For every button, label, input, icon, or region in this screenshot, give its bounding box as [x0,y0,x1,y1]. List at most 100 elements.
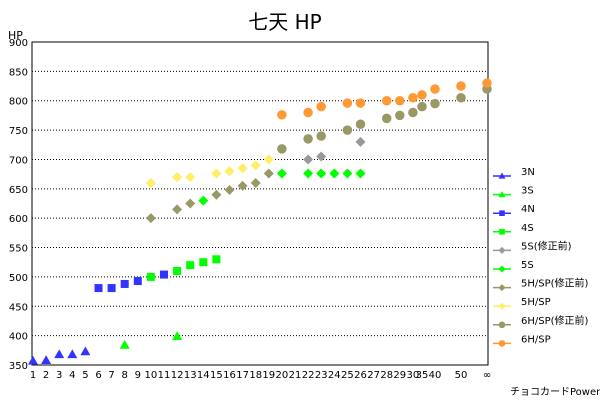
data-point [395,95,405,106]
data-point [119,340,130,349]
data-point [67,349,78,359]
data-point [303,134,313,144]
data-point [342,125,353,135]
data-point [172,331,183,340]
data-point [329,168,340,179]
y-tick-label: 550 [9,244,28,255]
x-tick-label: 1 [30,370,36,381]
x-axis-ticks: 1 2 3 4 5 6 7 8 9 10 11 12 13 14 15 16 17 18 19 20 21 22 23 24 2… [30,370,491,381]
data-point [80,346,91,356]
legend-marker [499,210,505,216]
y-tick-label: 500 [9,273,28,284]
data-point [199,258,208,267]
x-tick-label: 10 [145,370,158,381]
x-tick-label: 30 [407,370,420,381]
x-tick-label: 9 [135,370,141,381]
data-point [211,168,222,179]
legend: 3N 3S 4N 4S 5S(修正前) 5S 5H/SP(修正前) 5H/SP 6H/SP(修正… [493,167,589,347]
data-point [107,284,116,293]
data-point [316,151,327,162]
data-point [120,279,129,288]
data-point [456,81,466,91]
data-point [342,98,353,108]
data-point [355,98,366,108]
legend-entry: 3S [521,186,534,197]
x-tick-label: 17 [236,370,249,381]
x-tick-label: 13 [184,370,197,381]
data-point [303,168,314,179]
x-tick-label: 50 [455,370,468,381]
data-point [303,107,313,118]
y-tick-label: 450 [9,302,28,313]
legend-entry: 4S [521,223,534,234]
x-tick-label: 15 [210,370,223,381]
data-point [316,101,326,112]
data-point [417,101,427,112]
data-point [160,270,168,279]
x-tick-label: 12 [171,370,184,381]
y-tick-label: 350 [9,361,28,372]
data-point [133,277,142,286]
y-tick-label: 850 [9,67,28,78]
data-point [316,131,326,141]
data-point [146,272,155,281]
grid-lines [32,70,488,337]
data-point [145,213,156,224]
data-point [342,168,353,179]
y-axis-ticks: 350 400 450 500 550 600 650 700 750 800 850 900 [9,38,28,372]
data-point [417,90,427,100]
data-point [94,284,103,293]
data-point [237,180,248,191]
legend-marker [498,321,506,329]
data-point [211,189,222,200]
data-marks [28,78,492,365]
legend-marker [498,302,506,310]
data-point [237,163,248,174]
legend-entry: 3N [521,167,535,178]
legend-entry: 4N [521,204,535,215]
x-tick-label: 29 [393,370,406,381]
legend-marker [498,340,506,347]
x-tick-label: 14 [197,370,210,381]
data-point [28,355,38,365]
x-tick-label: 40 [429,370,442,381]
legend-entry: 5S(修正前) [521,239,572,252]
data-point [185,172,196,183]
data-point [185,198,196,209]
data-point [303,154,314,165]
x-tick-label: 8 [122,370,128,381]
x-tick-label: 6 [95,370,101,381]
legend-marker [499,229,505,235]
x-tick-label: 35 [416,370,429,381]
legend-entry: 6H/SP(修正前) [521,314,589,327]
legend-marker [498,265,506,273]
x-tick-label: 27 [367,370,380,381]
data-point [355,119,366,129]
x-axis-label: チョコカードPower [510,386,600,398]
x-tick-label: 20 [276,370,289,381]
legend-marker [498,172,506,179]
data-point [41,355,52,365]
legend-entry: 5S [521,260,534,271]
y-tick-label: 600 [9,214,28,225]
x-tick-label: ∞ [483,370,491,381]
x-tick-label: 22 [302,370,315,381]
data-point [54,349,65,359]
data-point [482,78,492,88]
x-tick-label: 23 [315,370,328,381]
x-tick-label: 5 [82,370,88,381]
data-point [408,107,418,118]
y-tick-label: 800 [9,97,28,108]
legend-entry: 5H/SP(修正前) [521,277,589,290]
data-point [263,168,274,179]
data-point [381,113,392,124]
x-tick-label: 11 [158,370,171,381]
data-point [381,95,392,106]
data-point [395,110,405,121]
y-tick-label: 650 [9,185,28,196]
data-point [250,177,261,188]
x-tick-label: 4 [69,370,75,381]
x-tick-label: 18 [249,370,262,381]
data-point [198,195,209,206]
x-tick-label: 19 [262,370,275,381]
